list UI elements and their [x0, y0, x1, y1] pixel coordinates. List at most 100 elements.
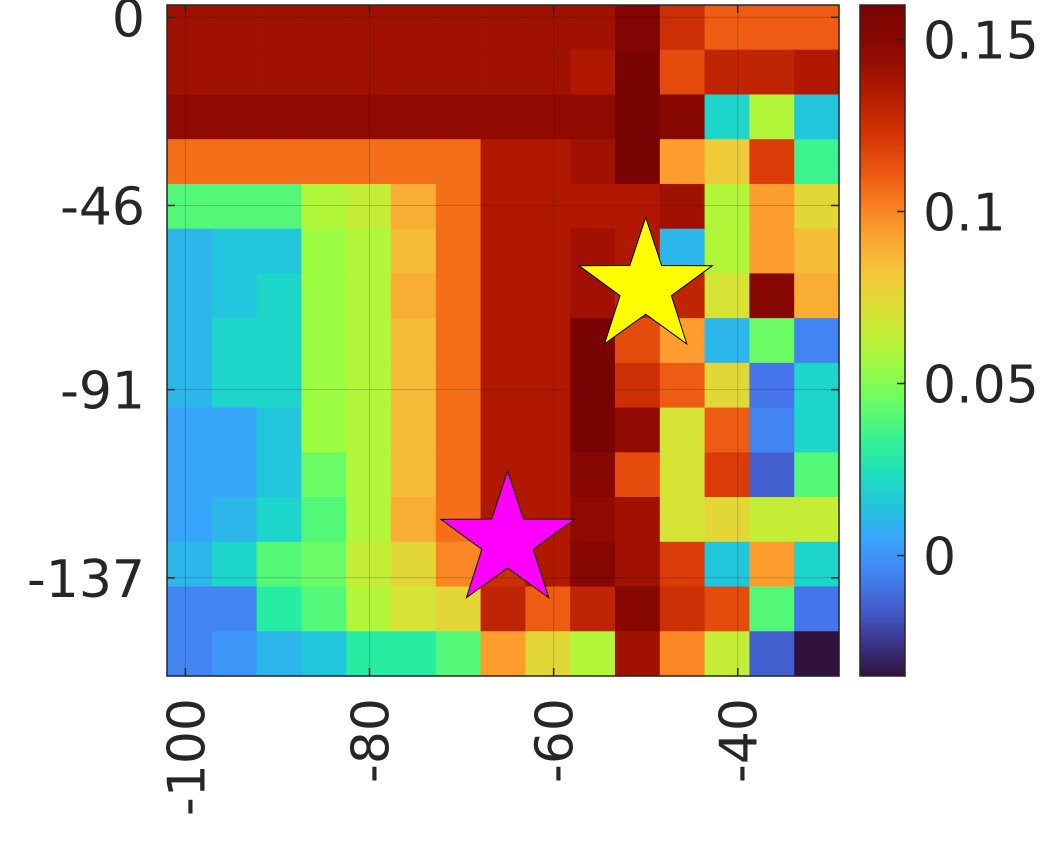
heatmap-cell	[167, 362, 213, 409]
colorbar-frame	[859, 4, 906, 677]
heatmap-cell	[659, 94, 706, 140]
heatmap-cell	[704, 318, 750, 364]
heatmap-cell	[525, 94, 571, 140]
heatmap-cell	[794, 318, 840, 364]
heatmap-cell	[435, 228, 482, 274]
heatmap-cell	[659, 452, 706, 498]
heatmap-cell	[570, 497, 616, 543]
heatmap-cell	[525, 183, 571, 230]
heatmap-cell	[167, 94, 213, 140]
heatmap-cell	[659, 586, 706, 632]
heatmap-cell	[704, 5, 750, 51]
heatmap-cell	[391, 362, 437, 409]
heatmap-cell	[301, 183, 347, 230]
heatmap-cell	[256, 318, 302, 364]
heatmap-cell	[480, 94, 526, 140]
heatmap-cell	[704, 497, 750, 543]
heatmap-cell	[256, 228, 302, 274]
heatmap-cell	[659, 631, 706, 677]
heatmap-cell	[391, 5, 437, 51]
heatmap-cell	[615, 631, 661, 677]
heatmap-cells	[167, 5, 840, 677]
heatmap-cell	[794, 139, 840, 185]
heatmap-cell	[480, 586, 526, 632]
heatmap-cell	[256, 273, 302, 319]
markers	[439, 215, 714, 599]
heatmap-cell	[704, 586, 750, 632]
heatmap-cell	[794, 586, 840, 632]
heatmap-cell	[749, 318, 795, 364]
heatmap-cell	[211, 407, 258, 453]
heatmap-cell	[167, 183, 213, 230]
heatmap-cell	[211, 318, 258, 364]
heatmap-cell	[167, 586, 213, 632]
heatmap-cell	[615, 94, 661, 140]
heatmap-cell	[480, 362, 526, 409]
grid-lines	[167, 5, 839, 676]
heatmap-cell	[749, 362, 795, 409]
heatmap-cell	[525, 139, 571, 185]
heatmap-cell	[794, 228, 840, 274]
heatmap-cell	[301, 541, 347, 588]
heatmap-cell	[256, 139, 302, 185]
heatmap-cell	[256, 541, 302, 588]
heatmap-cell	[301, 586, 347, 632]
colorbar-tick-label: 0.1	[923, 183, 1006, 243]
heatmap-cell	[435, 318, 482, 364]
heatmap-cell	[525, 452, 571, 498]
heatmap-cell	[256, 183, 302, 230]
heatmap-cell	[525, 586, 571, 632]
heatmap-cell	[435, 5, 482, 51]
heatmap-cell	[615, 362, 661, 409]
heatmap-cell	[435, 273, 482, 319]
heatmap-cell	[346, 586, 392, 632]
heatmap-cell	[525, 318, 571, 364]
heatmap-cell	[167, 631, 213, 677]
heatmap-cell	[301, 407, 347, 453]
axis-ticks	[167, 5, 839, 676]
heatmap-cell	[211, 362, 258, 409]
heatmap-cell	[615, 139, 661, 185]
heatmap-cell	[615, 497, 661, 543]
y-tick-label: -91	[60, 362, 145, 422]
heatmap-cell	[435, 631, 482, 677]
heatmap-cell	[211, 183, 258, 230]
heatmap-cell	[391, 497, 437, 543]
heatmap-cell	[211, 452, 258, 498]
heatmap-cell	[615, 407, 661, 453]
heatmap-cell	[301, 452, 347, 498]
heatmap-cell	[435, 407, 482, 453]
heatmap-cell	[211, 631, 258, 677]
heatmap-cell	[211, 228, 258, 274]
heatmap-cell	[256, 94, 302, 140]
heatmap-cell	[704, 452, 750, 498]
heatmap-cell	[301, 139, 347, 185]
heatmap-cell	[615, 49, 661, 96]
heatmap-cell	[570, 362, 616, 409]
x-tick-label: -100	[157, 698, 217, 816]
heatmap-cell	[794, 497, 840, 543]
heatmap-cell	[391, 586, 437, 632]
heatmap-cell	[794, 273, 840, 319]
heatmap-cell	[570, 94, 616, 140]
heatmap-cell	[704, 228, 750, 274]
heatmap-cell	[256, 586, 302, 632]
heatmap-cell	[749, 407, 795, 453]
heatmap-cell	[659, 5, 706, 51]
heatmap-cell	[391, 94, 437, 140]
heatmap-cell	[167, 452, 213, 498]
y-tick-label: -137	[27, 550, 145, 610]
heatmap-cell	[704, 94, 750, 140]
heatmap-cell	[391, 631, 437, 677]
heatmap-cell	[346, 407, 392, 453]
heatmap-cell	[211, 497, 258, 543]
heatmap-cell	[435, 139, 482, 185]
heatmap-cell	[570, 139, 616, 185]
heatmap-cell	[391, 452, 437, 498]
heatmap-cell	[301, 318, 347, 364]
heatmap-cell	[346, 94, 392, 140]
heatmap-cell	[256, 362, 302, 409]
heatmap-cell	[256, 49, 302, 96]
heatmap-cell	[301, 273, 347, 319]
heatmap-cell	[480, 5, 526, 51]
